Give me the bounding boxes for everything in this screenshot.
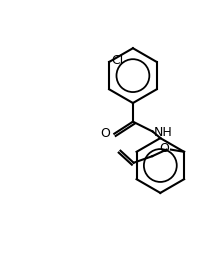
Text: Cl: Cl bbox=[111, 54, 124, 67]
Text: O: O bbox=[101, 127, 110, 140]
Text: O: O bbox=[159, 142, 169, 155]
Text: NH: NH bbox=[154, 126, 172, 139]
